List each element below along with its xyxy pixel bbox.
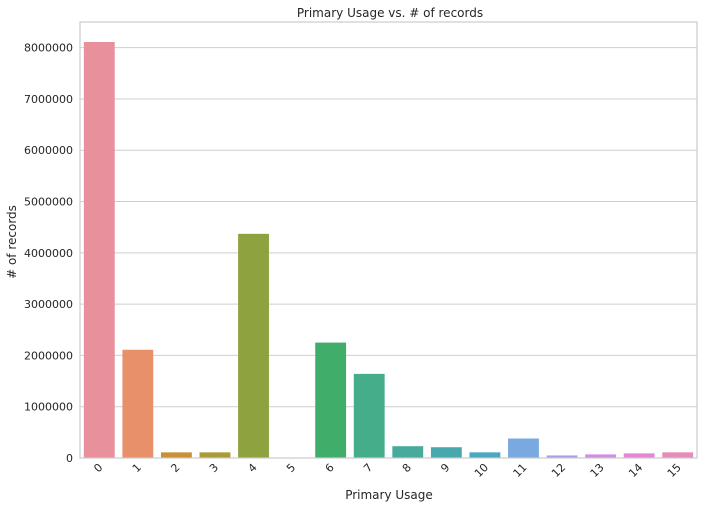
bar-13 <box>585 454 617 458</box>
x-tick-label: 0 <box>91 461 105 475</box>
chart-title: Primary Usage vs. # of records <box>297 6 483 20</box>
x-axis-title: Primary Usage <box>345 488 433 502</box>
x-axis-ticks: 0 1 2 3 4 5 6 7 8 9 10 11 12 13 14 15 <box>91 461 684 480</box>
y-tick-label: 1000000 <box>24 401 73 414</box>
bars <box>83 42 694 459</box>
bar-9 <box>430 447 462 458</box>
grid-lines <box>80 47 697 459</box>
y-axis-title: # of records <box>5 205 19 279</box>
x-tick-label: 13 <box>588 461 607 480</box>
plot-border <box>79 21 698 459</box>
y-tick-label: 4000000 <box>24 247 73 260</box>
bar-7 <box>353 373 385 458</box>
bar-6 <box>315 342 347 458</box>
y-tick-label: 5000000 <box>24 196 73 209</box>
x-tick-label: 8 <box>400 461 414 475</box>
x-tick-label: 15 <box>665 461 684 480</box>
y-tick-label: 6000000 <box>24 144 73 157</box>
y-tick-label: 0 <box>66 452 73 465</box>
x-tick-label: 5 <box>284 461 298 475</box>
x-tick-label: 9 <box>438 461 452 475</box>
bar-12 <box>546 455 578 458</box>
y-tick-label: 7000000 <box>24 93 73 106</box>
y-tick-label: 3000000 <box>24 298 73 311</box>
x-tick-label: 7 <box>361 461 375 475</box>
bar-2 <box>160 452 192 458</box>
x-tick-label: 6 <box>323 461 337 475</box>
x-tick-label: 1 <box>130 461 144 475</box>
bar-10 <box>469 452 501 458</box>
bar-4 <box>238 233 269 458</box>
plot-frame <box>79 21 698 459</box>
bar-11 <box>508 438 539 458</box>
bar-0 <box>83 42 115 459</box>
y-tick-label: 8000000 <box>24 42 73 55</box>
bar-3 <box>199 452 231 458</box>
y-axis-ticks: 0 1000000 2000000 3000000 4000000 5000000 6000… <box>24 42 73 465</box>
x-tick-label: 2 <box>168 461 182 475</box>
x-tick-label: 12 <box>549 461 568 480</box>
y-tick-label: 2000000 <box>24 349 73 362</box>
bar-14 <box>623 453 655 458</box>
bar-1 <box>122 349 154 458</box>
x-tick-label: 11 <box>510 461 529 480</box>
x-tick-label: 3 <box>207 461 221 475</box>
x-tick-label: 10 <box>472 461 491 480</box>
bar-8 <box>392 446 424 458</box>
x-tick-label: 4 <box>246 461 260 475</box>
bar-15 <box>662 452 694 458</box>
x-tick-label: 14 <box>626 461 645 480</box>
